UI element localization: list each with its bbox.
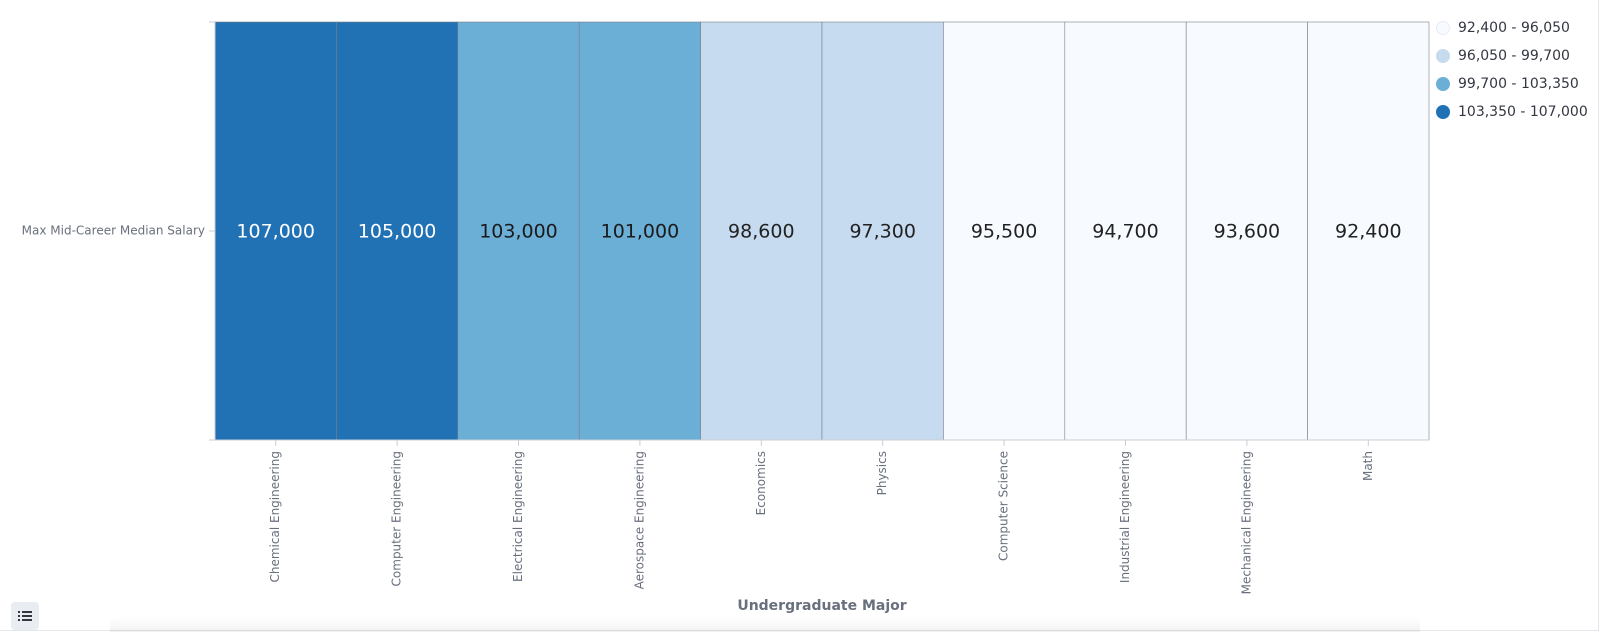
cell-value-label: 98,600 — [728, 221, 794, 243]
heatmap-cell[interactable] — [336, 21, 459, 441]
legend-label: 99,700 - 103,350 — [1458, 76, 1579, 92]
cell-value-label: 105,000 — [358, 221, 437, 243]
heatmap-cell[interactable] — [1064, 21, 1187, 441]
cell-value-label: 107,000 — [236, 221, 315, 243]
list-icon — [18, 611, 32, 621]
x-tick-label: Economics — [754, 451, 768, 515]
x-tick-label: Industrial Engineering — [1118, 451, 1132, 583]
legend-item[interactable]: 92,400 - 96,050 — [1436, 14, 1588, 42]
heatmap-cell[interactable] — [578, 21, 701, 441]
x-tick-label: Math — [1361, 451, 1375, 481]
legend-item[interactable]: 96,050 - 99,700 — [1436, 42, 1588, 70]
heatmap-cell[interactable] — [214, 21, 337, 441]
legend-swatch — [1436, 49, 1450, 63]
legend-item[interactable]: 99,700 - 103,350 — [1436, 70, 1588, 98]
heatmap-cell[interactable] — [943, 21, 1066, 441]
legend-swatch — [1436, 21, 1450, 35]
panel-shadow — [110, 617, 1420, 632]
legend-label: 96,050 - 99,700 — [1458, 48, 1570, 64]
legend-swatch — [1436, 77, 1450, 91]
cell-value-label: 94,700 — [1092, 221, 1158, 243]
heatmap-cell[interactable] — [821, 21, 944, 441]
x-tick-label: Computer Engineering — [390, 451, 404, 586]
x-axis-title: Undergraduate Major — [737, 598, 906, 614]
legend-toggle-button[interactable] — [11, 602, 39, 630]
cell-value-label: 95,500 — [971, 221, 1037, 243]
heatmap-cell[interactable] — [457, 21, 580, 441]
cell-value-label: 93,600 — [1214, 221, 1280, 243]
x-tick-label: Computer Science — [997, 451, 1011, 561]
legend-label: 103,350 - 107,000 — [1458, 104, 1588, 120]
x-tick-label: Electrical Engineering — [511, 451, 525, 582]
x-tick-label: Chemical Engineering — [268, 451, 282, 583]
cell-value-label: 101,000 — [601, 221, 680, 243]
cell-value-label: 92,400 — [1335, 221, 1401, 243]
legend-item[interactable]: 103,350 - 107,000 — [1436, 98, 1588, 126]
x-tick-label: Aerospace Engineering — [632, 451, 646, 589]
cell-value-label: 97,300 — [849, 221, 915, 243]
heatmap-cell[interactable] — [1307, 21, 1430, 441]
legend: 92,400 - 96,050 96,050 - 99,700 99,700 -… — [1436, 14, 1588, 126]
y-tick-label: Max Mid-Career Median Salary — [22, 224, 205, 238]
cell-value-label: 103,000 — [479, 221, 558, 243]
heatmap-cell[interactable] — [700, 21, 823, 441]
x-tick-label: Physics — [875, 451, 889, 495]
legend-label: 92,400 - 96,050 — [1458, 20, 1570, 36]
legend-swatch — [1436, 105, 1450, 119]
x-tick-label: Mechanical Engineering — [1239, 451, 1253, 594]
